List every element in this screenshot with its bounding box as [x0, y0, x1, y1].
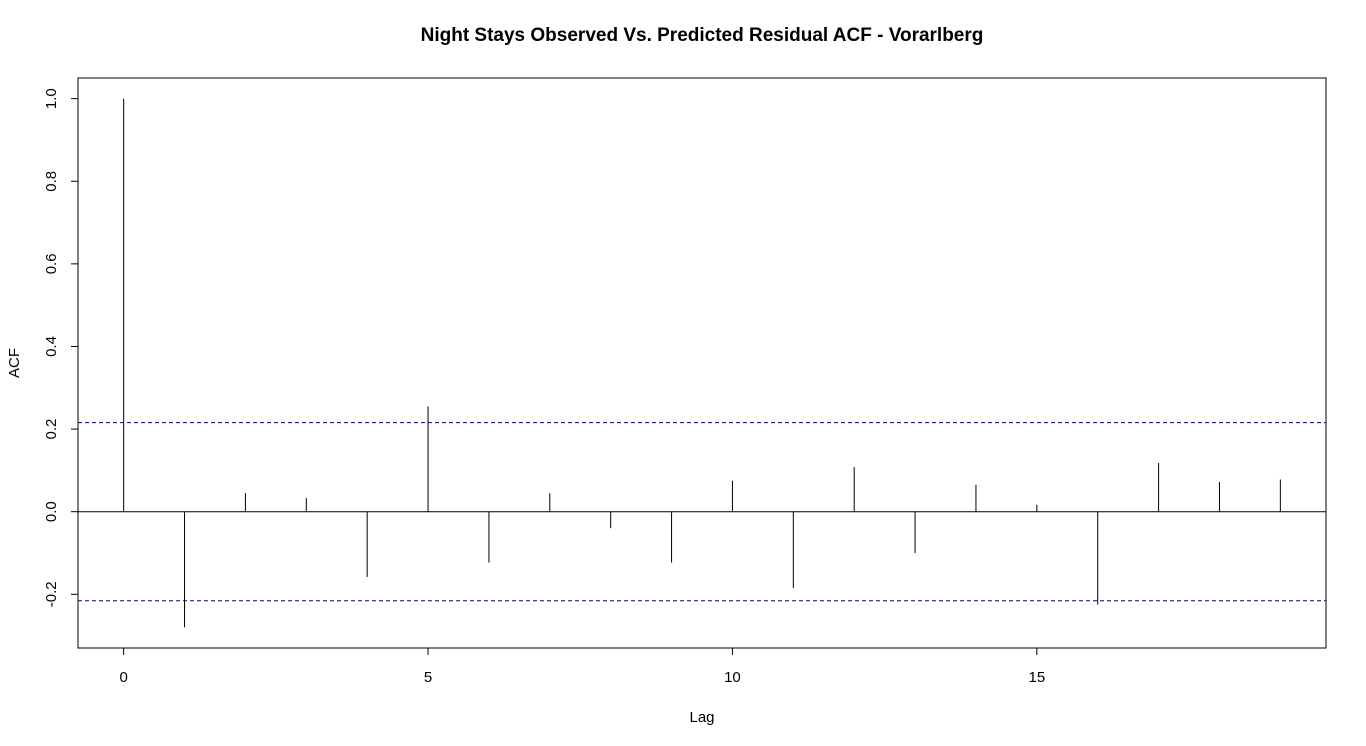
x-axis-label: Lag [689, 709, 714, 726]
y-tick-label: 0.4 [43, 336, 60, 357]
x-tick-label: 15 [1028, 669, 1045, 686]
x-axis: 0 5 10 15 [119, 648, 1045, 686]
y-tick-label: 0.8 [43, 171, 60, 192]
x-tick-label: 10 [724, 669, 741, 686]
x-tick-label: 5 [424, 669, 432, 686]
acf-bars [123, 98, 1281, 628]
y-tick-label: 1.0 [43, 88, 60, 109]
y-axis-label: ACF [6, 348, 23, 378]
y-tick-label: 0.0 [43, 501, 60, 522]
plot-frame [77, 77, 1327, 649]
y-tick-label: -0.2 [43, 581, 60, 607]
x-tick-label: 0 [119, 669, 127, 686]
confidence-bounds [78, 422, 1326, 602]
y-tick-label: 0.2 [43, 419, 60, 440]
y-tick-label: 0.6 [43, 253, 60, 274]
y-axis: -0.2 0.0 0.2 0.4 0.6 0.8 1.0 [43, 88, 78, 607]
chart-title: Night Stays Observed Vs. Predicted Resid… [421, 25, 984, 46]
